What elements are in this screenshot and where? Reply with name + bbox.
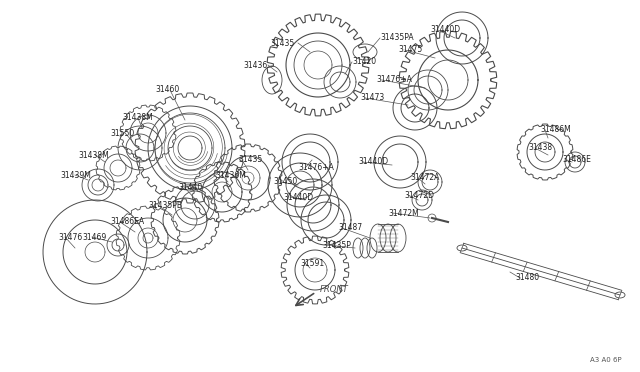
Text: 31480: 31480 (515, 273, 539, 282)
Text: 31435PA: 31435PA (380, 33, 413, 42)
Text: 31435P: 31435P (322, 241, 351, 250)
Text: 31487: 31487 (338, 224, 362, 232)
Text: 31476+A: 31476+A (376, 76, 412, 84)
Text: 31486E: 31486E (562, 155, 591, 164)
Text: 31460: 31460 (155, 86, 179, 94)
Text: 31472D: 31472D (404, 190, 434, 199)
Text: 31475: 31475 (398, 45, 422, 55)
Text: 31472A: 31472A (410, 173, 440, 183)
Text: 31476+A: 31476+A (298, 164, 334, 173)
Text: 31440D: 31440D (283, 192, 313, 202)
Text: 31476: 31476 (58, 232, 83, 241)
Text: 31438M: 31438M (78, 151, 109, 160)
Text: 31436: 31436 (244, 61, 268, 70)
Text: 31438M: 31438M (122, 113, 153, 122)
Text: 31469: 31469 (82, 232, 106, 241)
Text: 31439M: 31439M (60, 170, 91, 180)
Text: 31473: 31473 (360, 93, 384, 103)
Text: 31435: 31435 (271, 38, 295, 48)
Text: 31450: 31450 (273, 177, 297, 186)
Text: 31438: 31438 (528, 144, 552, 153)
Text: 31440D: 31440D (430, 26, 460, 35)
Text: 31486M: 31486M (540, 125, 571, 135)
Text: A3 A0 6P: A3 A0 6P (590, 357, 621, 363)
Text: 31420: 31420 (352, 58, 376, 67)
Text: 31472M: 31472M (388, 208, 419, 218)
Text: 31435: 31435 (238, 155, 262, 164)
Text: 31435PB: 31435PB (148, 201, 182, 209)
Text: 31550: 31550 (110, 128, 134, 138)
Text: 31486EA: 31486EA (110, 218, 144, 227)
Text: 31591: 31591 (300, 259, 324, 267)
Text: 31440D: 31440D (358, 157, 388, 167)
Text: 31436M: 31436M (215, 170, 246, 180)
Text: 31440: 31440 (178, 183, 202, 192)
Text: FRONT: FRONT (320, 285, 349, 295)
